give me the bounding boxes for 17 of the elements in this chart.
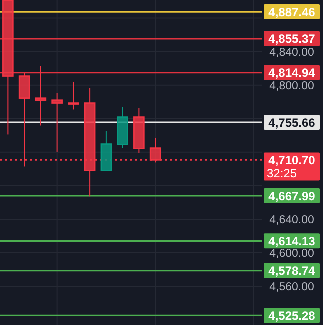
ref-line-label: 4,887.46 (268, 5, 316, 20)
y-tick-label: 4,600.00 (270, 248, 314, 260)
y-tick-label: 4,840.00 (270, 46, 314, 59)
candlestick (35, 66, 47, 126)
ref-line-label: 4,667.99 (268, 189, 316, 204)
candlestick (52, 92, 63, 152)
y-tick-label: 4,560.00 (270, 282, 314, 294)
ref-line-label: 4,755.66 (268, 116, 316, 130)
ref-line-label: 4,855.37 (268, 32, 316, 46)
text: 32:25 (267, 166, 298, 181)
y-tick-label: 4,640.00 (270, 214, 314, 226)
y-tick-label: 4,800.00 (270, 80, 314, 92)
ref-line-label: 4,814.94 (268, 66, 316, 80)
ref-line-label: 4,578.74 (268, 264, 316, 278)
ref-line-label: 4,710.70 (268, 154, 316, 168)
ref-line-label: 4,614.13 (268, 234, 316, 248)
ref-line-label: 4,525.28 (268, 308, 316, 323)
